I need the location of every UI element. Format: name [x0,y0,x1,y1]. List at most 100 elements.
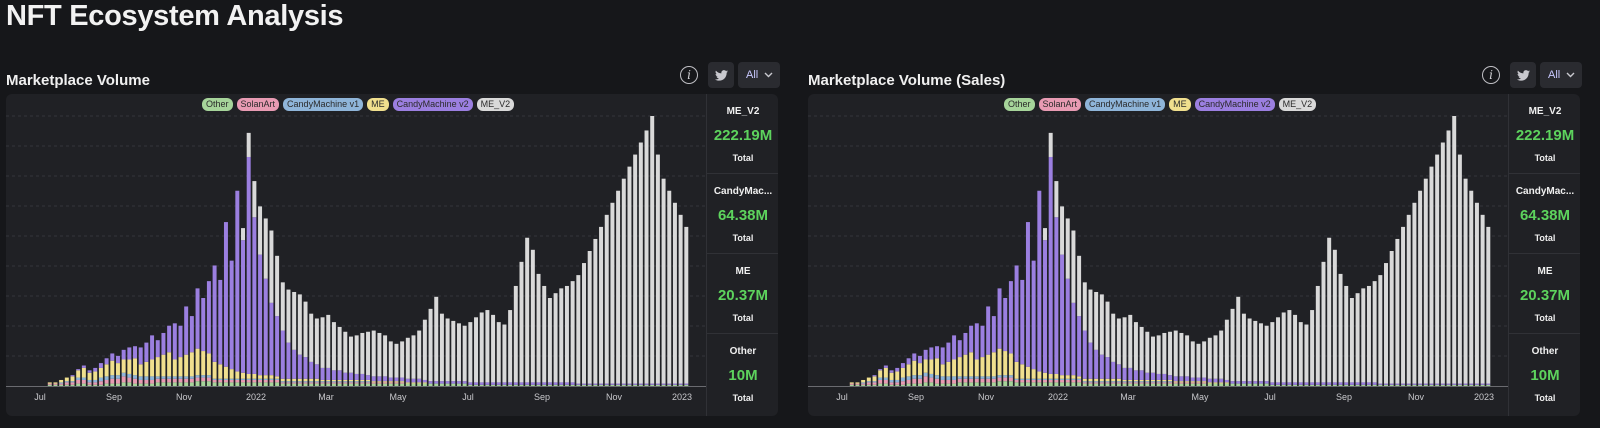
bar-segment [110,378,115,384]
bar-segment [1077,378,1082,380]
bar-segment [1156,382,1161,384]
x-tick-label: Sep [105,392,123,402]
bar-segment [269,378,274,380]
bar-segment [547,382,552,385]
bar-segment [411,383,416,386]
bar-segment [1003,351,1008,376]
bar-segment [212,265,217,362]
bar-segment [1401,226,1406,384]
bar-segment [286,378,291,382]
bar-segment [1139,326,1144,371]
bar-segment [861,384,866,386]
bar-segment [1054,378,1059,380]
bar-segment [292,382,297,384]
bar-segment [1003,298,1008,352]
bar-segment [525,382,530,385]
legend-item[interactable]: ME [1169,98,1191,111]
bar-segment [127,359,132,374]
legend-item[interactable]: Other [1004,98,1035,111]
bar-segment [246,379,251,383]
legend-item[interactable]: CandyMachine v1 [283,98,364,111]
bar-segment [1196,377,1201,382]
info-icon[interactable]: i [680,66,698,84]
bar-segment [144,342,149,362]
bar-segment [1173,381,1178,383]
bar-segment [343,372,348,380]
twitter-share-button[interactable] [1510,62,1536,88]
bar-segment [519,384,524,386]
bar-segment [1065,378,1070,380]
bar-segment [331,379,336,382]
bar-segment [946,342,951,362]
legend-item[interactable]: CandyMachine v2 [1194,98,1275,111]
bar-segment [1043,228,1047,241]
bar-segment [678,383,683,385]
info-icon[interactable]: i [1482,66,1500,84]
bar-segment [104,379,109,384]
bar-segment [1361,382,1366,385]
bar-segment [178,357,183,377]
bar-segment [184,354,189,377]
bar-segment [246,132,251,157]
bar-segment [1236,381,1241,384]
bar-segment [1236,383,1241,386]
bar-segment [343,381,348,383]
panel-title: Marketplace Volume [6,72,150,89]
bar-segment [1156,335,1161,374]
twitter-share-button[interactable] [708,62,734,88]
bar-segment [331,370,336,380]
stacked-bar-chart [808,115,1508,387]
legend-item[interactable]: SolanArt [236,98,280,111]
bar-segment [269,375,274,379]
bar-segment [1344,285,1349,383]
legend-item[interactable]: ME_V2 [1278,98,1317,111]
bar-segment [1190,383,1195,386]
bar-segment [195,377,200,382]
bar-segment [1276,384,1281,386]
x-tick-label: 2022 [245,392,267,402]
bar-segment [672,202,677,384]
bar-segment [1082,383,1087,386]
bar-segment [1440,383,1445,385]
bar-segment [610,384,615,386]
bar-segment [900,384,905,386]
bar-segment [144,383,149,386]
bar-segment [1384,263,1388,384]
bar-segment [1207,378,1212,383]
bar-segment [1151,379,1155,382]
bar-segment [627,384,632,386]
bar-segment [354,381,359,383]
bar-segment [1247,383,1252,386]
bar-segment [502,382,507,385]
bar-segment [1281,384,1286,386]
bar-segment [1077,255,1082,317]
bar-segment [969,378,974,383]
bar-segment [1349,298,1354,383]
bar-segment [855,382,860,384]
bar-segment [167,325,172,353]
legend-item[interactable]: CandyMachine v1 [1085,98,1166,111]
legend-item[interactable]: ME [367,98,389,111]
legend-item[interactable]: CandyMachine v2 [392,98,473,111]
range-select[interactable]: All [1540,62,1582,88]
bar-segment [855,383,860,385]
legend-item[interactable]: Other [202,98,233,111]
bar-segment [422,382,427,384]
bar-segment [428,383,433,386]
bar-segment [59,379,64,383]
bar-segment [337,370,342,380]
bar-segment [388,382,393,384]
bar-segment [1185,383,1190,386]
bar-segment [997,288,1002,349]
legend-item[interactable]: ME_V2 [476,98,515,111]
bar-segment [81,377,86,380]
legend-item[interactable]: SolanArt [1038,98,1082,111]
bar-segment [935,346,940,359]
range-select[interactable]: All [738,62,780,88]
bar-segment [422,383,427,386]
bar-segment [81,367,86,378]
bar-segment [326,367,331,380]
bar-segment [917,375,922,379]
bar-segment [1361,384,1366,386]
bar-segment [309,313,314,362]
